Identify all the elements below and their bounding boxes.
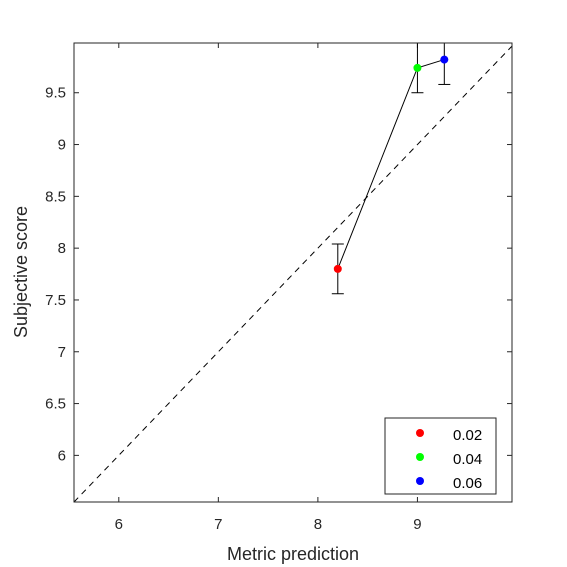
legend-marker-0 <box>416 429 424 437</box>
y-tick-label: 8.5 <box>45 188 66 205</box>
legend: 0.02 0.04 0.06 <box>384 417 497 495</box>
data-points <box>333 55 449 273</box>
y-tick-label: 6 <box>58 447 66 464</box>
x-tick-label: 6 <box>115 516 123 533</box>
point-0.04 <box>413 63 422 72</box>
y-axis-title: Subjective score <box>11 206 31 338</box>
x-tick-label: 7 <box>214 516 222 533</box>
y-tick-label: 9 <box>58 137 66 154</box>
legend-label-2: 0.06 <box>453 475 482 492</box>
y-tick-label: 7 <box>58 344 66 361</box>
x-tick-label: 8 <box>314 516 322 533</box>
legend-label-0: 0.02 <box>453 427 482 444</box>
point-0.02 <box>333 264 342 273</box>
legend-box <box>384 417 497 495</box>
x-tick-label: 9 <box>413 516 421 533</box>
plot-frame <box>73 42 513 503</box>
y-axis-ticks: 6 6.5 7 7.5 8 8.5 9 9.5 <box>45 85 512 464</box>
y-tick-label: 8 <box>58 240 66 257</box>
x-axis-title: Metric prediction <box>227 544 359 564</box>
y-tick-label: 7.5 <box>45 292 66 309</box>
legend-marker-1 <box>416 453 424 461</box>
y-tick-label: 6.5 <box>45 396 66 413</box>
point-0.06 <box>440 55 449 64</box>
legend-marker-2 <box>416 477 424 485</box>
y-tick-label: 9.5 <box>45 85 66 102</box>
legend-label-1: 0.04 <box>453 451 482 468</box>
